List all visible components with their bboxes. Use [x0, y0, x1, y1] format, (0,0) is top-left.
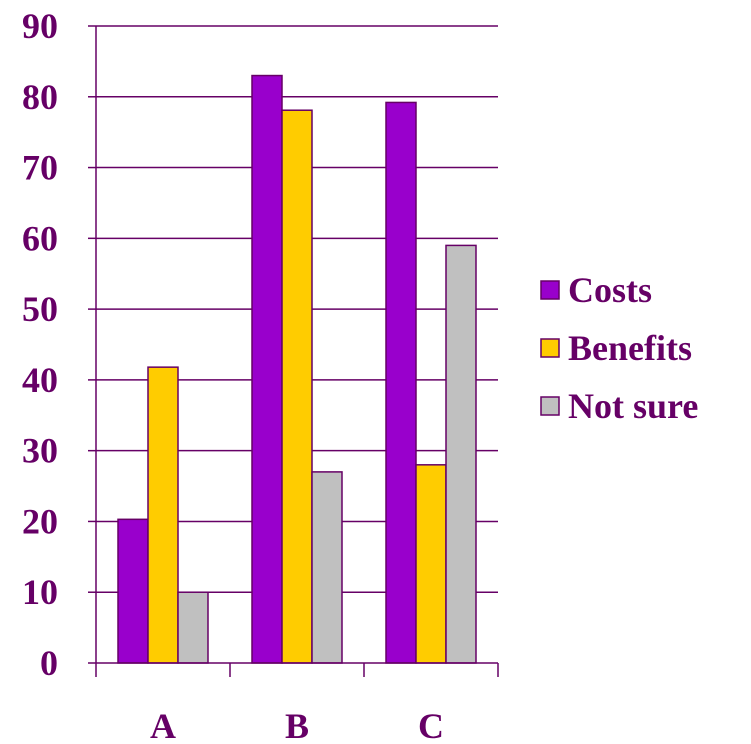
x-tick-labels: A B C — [150, 706, 444, 744]
y-tick-label: 10 — [22, 572, 58, 612]
bar-not-sure-a — [177, 591, 209, 664]
x-tick-label: B — [285, 706, 309, 744]
legend-swatch — [540, 338, 560, 358]
bar-costs-b — [251, 74, 283, 664]
legend-label: Costs — [568, 270, 652, 310]
bar-benefits-c — [415, 464, 447, 664]
legend-swatch — [540, 280, 560, 300]
y-tick-label: 60 — [22, 218, 58, 258]
x-tick-label: A — [150, 706, 176, 744]
y-tick-label: 30 — [22, 431, 58, 471]
y-tick-label: 20 — [22, 501, 58, 541]
bar-not-sure-b — [311, 471, 343, 664]
y-tick-label: 70 — [22, 148, 58, 188]
x-tick-label: C — [418, 706, 444, 744]
bars — [117, 74, 477, 664]
bar-not-sure-c — [445, 244, 477, 664]
bar-costs-c — [385, 101, 417, 664]
y-tick-label: 50 — [22, 289, 58, 329]
bar-benefits-b — [281, 109, 313, 664]
y-tick-label: 40 — [22, 360, 58, 400]
legend-label: Not sure — [568, 386, 698, 426]
axes — [88, 25, 499, 677]
y-tick-labels: 0 10 20 30 40 50 60 70 80 90 — [22, 6, 58, 683]
y-tick-label: 80 — [22, 77, 58, 117]
y-tick-label: 90 — [22, 6, 58, 46]
legend-label: Benefits — [568, 328, 692, 368]
legend: Costs Benefits Not sure — [540, 270, 698, 426]
legend-swatch — [540, 396, 560, 416]
bar-benefits-a — [147, 366, 179, 664]
bar-costs-a — [117, 518, 149, 664]
y-tick-label: 0 — [40, 643, 58, 683]
